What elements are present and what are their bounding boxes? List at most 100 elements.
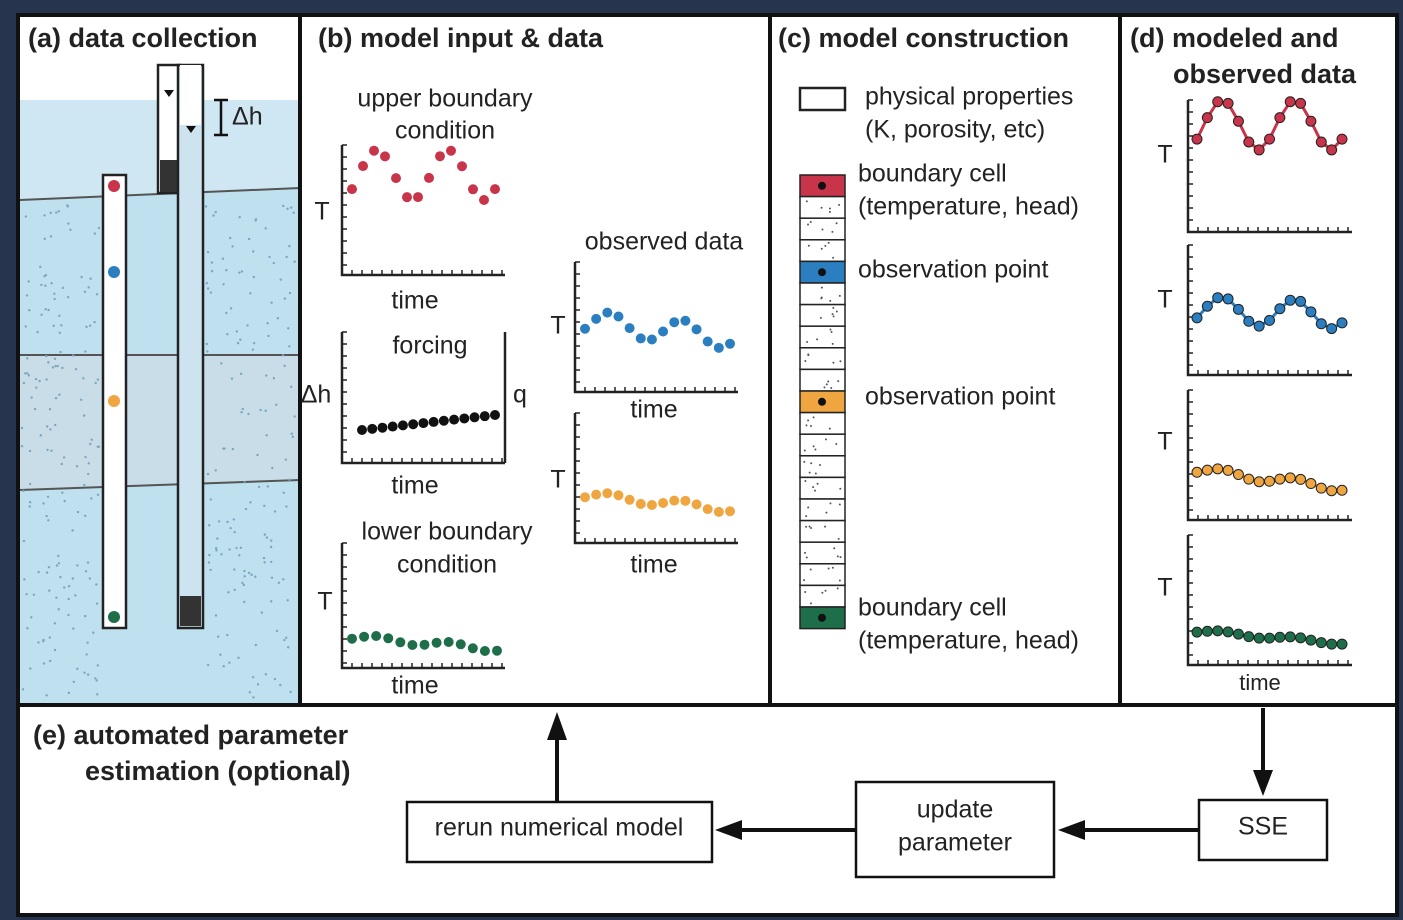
speckle-dot <box>210 498 212 500</box>
speckle-dot <box>94 382 96 384</box>
point <box>1285 295 1295 305</box>
speckle-dot <box>83 672 85 674</box>
point <box>1337 134 1347 144</box>
point <box>1285 473 1295 483</box>
speckle-dot <box>84 515 86 517</box>
point <box>1275 113 1285 123</box>
speckle-dot <box>238 554 240 556</box>
point <box>391 173 401 183</box>
speckle-dot <box>280 278 282 280</box>
sensor <box>108 180 120 192</box>
point <box>714 507 724 517</box>
speckle-dot <box>89 577 91 579</box>
y-label: T <box>1157 141 1172 169</box>
speckle-dot <box>50 282 52 284</box>
point <box>725 506 735 516</box>
speckle-dot <box>23 540 25 542</box>
speckle-dot <box>47 519 49 521</box>
speckle-dot <box>283 639 285 641</box>
speckle-dot <box>43 275 45 277</box>
cell-speck <box>805 526 807 528</box>
speckle-dot <box>275 404 277 406</box>
model-column <box>800 175 845 629</box>
speckle-dot <box>252 676 254 678</box>
point <box>371 631 381 641</box>
speckle-dot <box>64 500 66 502</box>
speckle-dot <box>274 678 276 680</box>
speckle-dot <box>273 262 275 264</box>
speckle-dot <box>278 582 280 584</box>
speckle-dot <box>47 361 49 363</box>
speckle-dot <box>50 212 52 214</box>
point <box>1223 465 1233 475</box>
panel-title: estimation (optional) <box>85 756 351 786</box>
box-label: update <box>917 796 993 824</box>
speckle-dot <box>62 287 64 289</box>
speckle-dot <box>40 434 42 436</box>
speckle-dot <box>285 637 287 639</box>
point <box>1275 632 1285 642</box>
speckle-dot <box>287 646 289 648</box>
point <box>446 146 456 156</box>
speckle-dot <box>44 238 46 240</box>
speckle-dot <box>288 478 290 480</box>
point <box>625 495 635 505</box>
point <box>591 490 601 500</box>
plot-label: observed data <box>585 228 744 256</box>
point <box>468 184 478 194</box>
legend-text: boundary cell <box>858 594 1007 622</box>
speckle-dot <box>37 571 39 573</box>
speckle-dot <box>233 568 235 570</box>
speckle-dot <box>96 693 98 695</box>
y2-label: q <box>513 381 527 409</box>
y-label: T <box>1157 574 1172 602</box>
point <box>490 184 500 194</box>
point <box>1202 465 1212 475</box>
speckle-dot <box>205 205 207 207</box>
cell-speck <box>821 296 823 298</box>
point <box>1244 316 1254 326</box>
speckle-dot <box>266 322 268 324</box>
speckle-dot <box>226 333 228 335</box>
speckle-dot <box>223 447 225 449</box>
screen <box>180 596 201 626</box>
speckle-dot <box>37 641 39 643</box>
speckle-dot <box>207 473 209 475</box>
plot-label: forcing <box>392 332 467 360</box>
speckle-dot <box>240 547 242 549</box>
point <box>456 639 466 649</box>
cell-speck <box>806 557 808 559</box>
point <box>1265 633 1275 643</box>
point <box>1316 137 1326 147</box>
speckle-dot <box>59 351 61 353</box>
point <box>1233 470 1243 480</box>
speckle-dot <box>230 307 232 309</box>
speckle-dot <box>28 309 30 311</box>
speckle-dot <box>228 548 230 550</box>
panel-title: (e) automated parameter <box>33 720 349 750</box>
speckle-dot <box>92 631 94 633</box>
cell-speck <box>821 592 823 594</box>
speckle-dot <box>208 554 210 556</box>
cell-speck <box>832 567 834 569</box>
cell-speck <box>837 587 839 589</box>
speckle-dot <box>232 448 234 450</box>
speckle-dot <box>282 578 284 580</box>
speckle-dot <box>46 571 48 573</box>
point <box>1223 294 1233 304</box>
speckle-dot <box>252 696 254 698</box>
point <box>1213 97 1223 107</box>
speckle-dot <box>67 614 69 616</box>
cell <box>800 413 845 435</box>
x-label: time <box>630 396 677 424</box>
point <box>1192 467 1202 477</box>
point <box>1327 145 1337 155</box>
speckle-dot <box>55 211 57 213</box>
speckle-dot <box>28 280 30 282</box>
speckle-dot <box>219 653 221 655</box>
cell-speck <box>829 428 831 430</box>
point <box>435 151 445 161</box>
speckle-dot <box>237 657 239 659</box>
speckle-dot <box>72 354 74 356</box>
y-label: T <box>1157 428 1172 456</box>
